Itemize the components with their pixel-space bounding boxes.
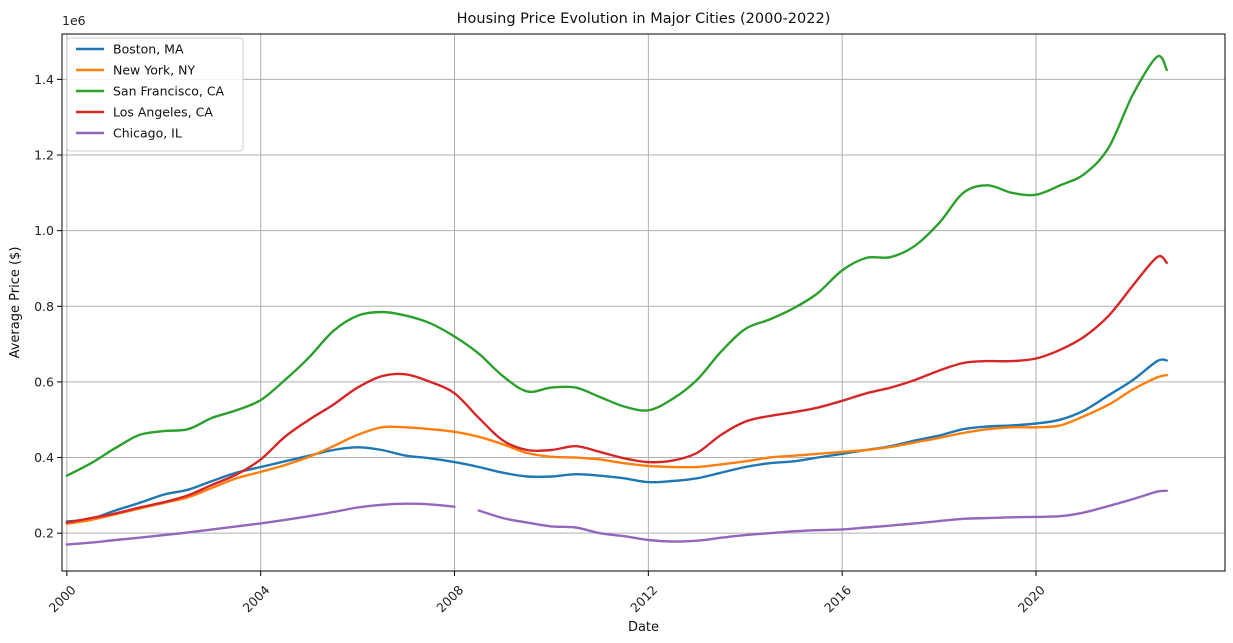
series-line — [65, 255, 1168, 524]
legend-box — [66, 37, 244, 152]
x-axis-label: Date — [628, 620, 659, 635]
x-tick-label: 2008 — [433, 582, 466, 615]
x-tick-label: 2000 — [46, 582, 79, 615]
y-tick-label: 0.4 — [34, 450, 54, 465]
y-tick-label: 0.6 — [34, 374, 54, 389]
legend-label: Chicago, IL — [113, 126, 182, 141]
series-0 — [65, 358, 1168, 523]
series-3 — [65, 255, 1168, 524]
series-line — [65, 373, 1168, 525]
y-tick-label: 1.2 — [34, 148, 54, 163]
y-tick-label: 1.4 — [34, 72, 54, 87]
y-axis-label: Average Price ($) — [8, 247, 23, 359]
series-line — [65, 502, 456, 546]
series-1 — [65, 373, 1168, 525]
y-tick-label: 0.8 — [34, 299, 54, 314]
series-lines — [65, 54, 1168, 546]
legend: Boston, MA New York, NY San Francisco, CA L… — [66, 37, 244, 152]
x-tick-label: 2016 — [821, 582, 854, 615]
legend-label: Boston, MA — [113, 42, 184, 57]
y-tick-label: 0.2 — [34, 526, 54, 541]
series-line — [477, 489, 1168, 543]
y-offset-label: 1e6 — [62, 13, 86, 28]
plot-frame — [61, 33, 1226, 572]
series-line — [65, 54, 1168, 477]
legend-label: San Francisco, CA — [113, 84, 225, 99]
x-tick-label: 2012 — [627, 582, 660, 615]
legend-label: New York, NY — [113, 63, 196, 78]
series-4 — [65, 489, 1168, 546]
x-tick-label: 2020 — [1015, 582, 1048, 615]
legend-label: Los Angeles, CA — [113, 105, 213, 120]
grid — [62, 34, 1225, 571]
x-axis: 2000 2004 2008 2012 2016 2020 — [46, 571, 1048, 615]
series-line — [65, 358, 1168, 523]
series-2 — [65, 54, 1168, 477]
y-tick-label: 1.0 — [34, 223, 54, 238]
chart-title: Housing Price Evolution in Major Cities … — [457, 11, 831, 27]
y-axis: 0.2 0.4 0.6 0.8 1.0 1.2 1.4 — [34, 72, 62, 541]
x-tick-label: 2004 — [239, 582, 272, 615]
